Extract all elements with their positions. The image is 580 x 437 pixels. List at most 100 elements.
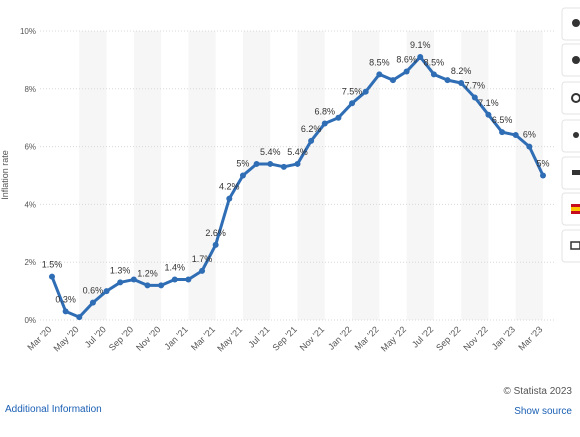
data-point	[471, 94, 478, 101]
data-label: 5.4%	[260, 147, 281, 157]
background-band	[133, 31, 162, 320]
data-label: 1.5%	[42, 260, 63, 270]
data-point	[389, 77, 396, 84]
data-label: 5%	[536, 159, 549, 169]
icon	[571, 93, 580, 103]
data-point	[185, 276, 192, 283]
y-tick-label: 0%	[24, 316, 36, 325]
background-band	[406, 31, 434, 320]
data-point	[62, 308, 69, 315]
data-point	[226, 195, 233, 202]
data-point	[540, 172, 546, 179]
x-tick-label: Sep '20	[107, 324, 135, 352]
button[interactable]	[561, 119, 580, 153]
data-label: 8.5%	[369, 57, 390, 67]
data-point	[117, 279, 124, 286]
data-point	[458, 80, 465, 87]
x-tick-label: Jul '22	[410, 324, 435, 349]
data-point	[526, 143, 533, 150]
x-tick-label: Sep '21	[270, 324, 298, 352]
data-label: 0.6%	[83, 286, 104, 296]
x-tick-label: Jan '22	[326, 324, 353, 351]
data-point	[89, 299, 96, 306]
data-label: 9.1%	[410, 40, 431, 50]
data-point	[280, 163, 287, 170]
icon	[573, 132, 579, 138]
data-label: 7.1%	[478, 98, 499, 108]
background-band	[297, 31, 325, 320]
data-point	[76, 314, 83, 321]
y-tick-label: 8%	[24, 85, 36, 94]
data-label: 1.2%	[137, 268, 158, 278]
x-tick-label: May '21	[215, 324, 244, 353]
icon	[572, 19, 580, 27]
y-tick-label: 10%	[20, 27, 36, 36]
data-point	[294, 160, 301, 167]
icon	[570, 241, 580, 250]
data-label: 1.4%	[164, 263, 185, 273]
data-label: 6.5%	[492, 115, 513, 125]
data-point	[335, 114, 342, 121]
data-label: 1.3%	[110, 265, 131, 275]
data-point	[253, 160, 260, 167]
data-point	[376, 71, 383, 78]
data-point	[158, 282, 165, 289]
data-label: 5.4%	[287, 147, 308, 157]
data-label: 5%	[236, 159, 249, 169]
background-band	[352, 31, 380, 320]
y-tick-label: 4%	[24, 200, 36, 209]
data-point	[199, 267, 206, 274]
background-band	[515, 31, 543, 320]
x-tick-label: Mar '21	[189, 324, 217, 352]
data-point	[430, 71, 437, 78]
data-point	[239, 172, 246, 179]
data-label: 8.5%	[424, 57, 445, 67]
data-label: 7.5%	[342, 86, 363, 96]
x-tick-label: Sep '22	[434, 324, 462, 352]
data-label: 6.8%	[315, 106, 336, 116]
data-label: 4.2%	[219, 182, 240, 192]
button[interactable]	[561, 43, 580, 77]
data-point	[403, 68, 410, 75]
button[interactable]	[561, 7, 580, 41]
data-point	[130, 276, 137, 283]
x-tick-label: Mar '23	[516, 324, 544, 352]
x-tick-label: Mar '22	[353, 324, 381, 352]
x-tick-label: May '20	[52, 324, 81, 353]
y-tick-label: 2%	[24, 258, 36, 267]
x-tick-label: Nov '20	[134, 324, 162, 352]
x-tick-label: Jul '21	[246, 324, 271, 349]
background-band	[79, 31, 107, 320]
data-point	[321, 120, 328, 127]
x-tick-label: Jul '20	[83, 324, 108, 349]
icon	[571, 207, 580, 211]
data-label: 2.6%	[205, 228, 226, 238]
y-axis-label: Inflation rate	[0, 150, 10, 200]
data-label: 6%	[523, 130, 536, 140]
icon	[572, 170, 580, 175]
x-tick-label: Nov '21	[298, 324, 326, 352]
data-point	[349, 100, 356, 107]
data-point	[444, 77, 451, 84]
data-point	[49, 273, 55, 280]
x-tick-label: Jan '21	[162, 324, 189, 351]
button[interactable]	[561, 156, 580, 190]
data-point	[103, 288, 110, 295]
background-band	[461, 31, 489, 320]
additional-info-link[interactable]: Additional Information	[5, 404, 102, 415]
data-label: 0.3%	[55, 294, 76, 304]
data-point	[212, 241, 219, 248]
x-tick-label: Nov '22	[461, 324, 489, 352]
x-tick-label: Mar '20	[25, 324, 53, 352]
icon	[571, 204, 580, 207]
data-label: 8.2%	[451, 66, 472, 76]
y-tick-label: 6%	[24, 143, 36, 152]
data-label: 6.2%	[301, 124, 322, 134]
data-point	[362, 88, 369, 95]
show-source-link[interactable]: Show source	[514, 406, 572, 417]
sidebar	[561, 7, 580, 263]
data-point	[417, 54, 424, 61]
copyright: © Statista 2023	[503, 386, 572, 397]
x-tick-label: May '22	[379, 324, 408, 353]
